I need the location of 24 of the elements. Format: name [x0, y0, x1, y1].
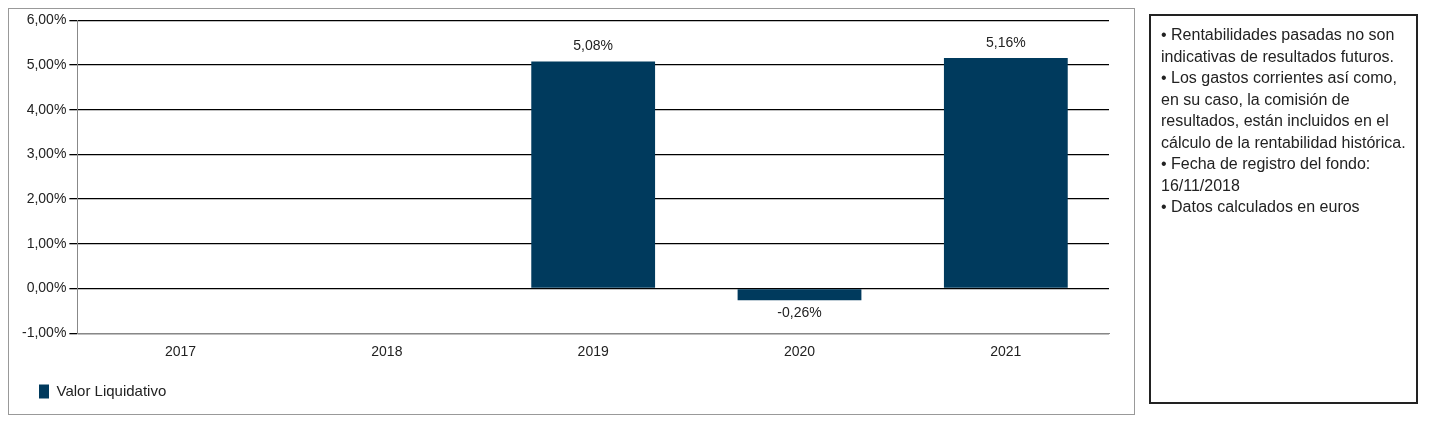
y-tick-label: 4,00% — [26, 100, 67, 117]
text: • Rentabilidades pasadas no son indicativas de resultados futuros. — [1161, 25, 1396, 67]
text: 5,16% — [985, 33, 1026, 50]
x-tick-label: 2019 — [577, 343, 609, 360]
text: • Fecha de registro del fondo: 16/11/2018 — [1161, 154, 1372, 196]
y-tick-label: 5,00% — [26, 55, 67, 72]
x-tick-label: 2017 — [164, 343, 197, 360]
text: 5,08% — [573, 37, 614, 54]
y-tick-label: -1,00% — [22, 324, 67, 341]
bar — [943, 57, 1068, 288]
y-tick-label: 2,00% — [26, 190, 67, 206]
legend-label: Valor Liquidativo — [56, 381, 167, 399]
x-tick-label: 2021 — [990, 343, 1022, 360]
text: • Los gastos corrientes así como, en su caso, la comisión de resultados, están incluidos en el cálculo de la rentabilidad histórica. — [1161, 68, 1406, 153]
x-tick-label: 2020 — [783, 343, 816, 360]
bar — [737, 289, 862, 301]
x-tick-label: 2018 — [371, 343, 403, 360]
text: • Datos calculados en euros — [1161, 197, 1361, 217]
y-tick-label: 1,00% — [26, 234, 67, 251]
y-tick-label: 3,00% — [26, 145, 67, 162]
text: -0,26% — [777, 303, 822, 320]
y-tick-label: 6,00% — [26, 11, 67, 28]
y-tick-label: 0,00% — [26, 279, 67, 296]
bar — [531, 61, 656, 288]
